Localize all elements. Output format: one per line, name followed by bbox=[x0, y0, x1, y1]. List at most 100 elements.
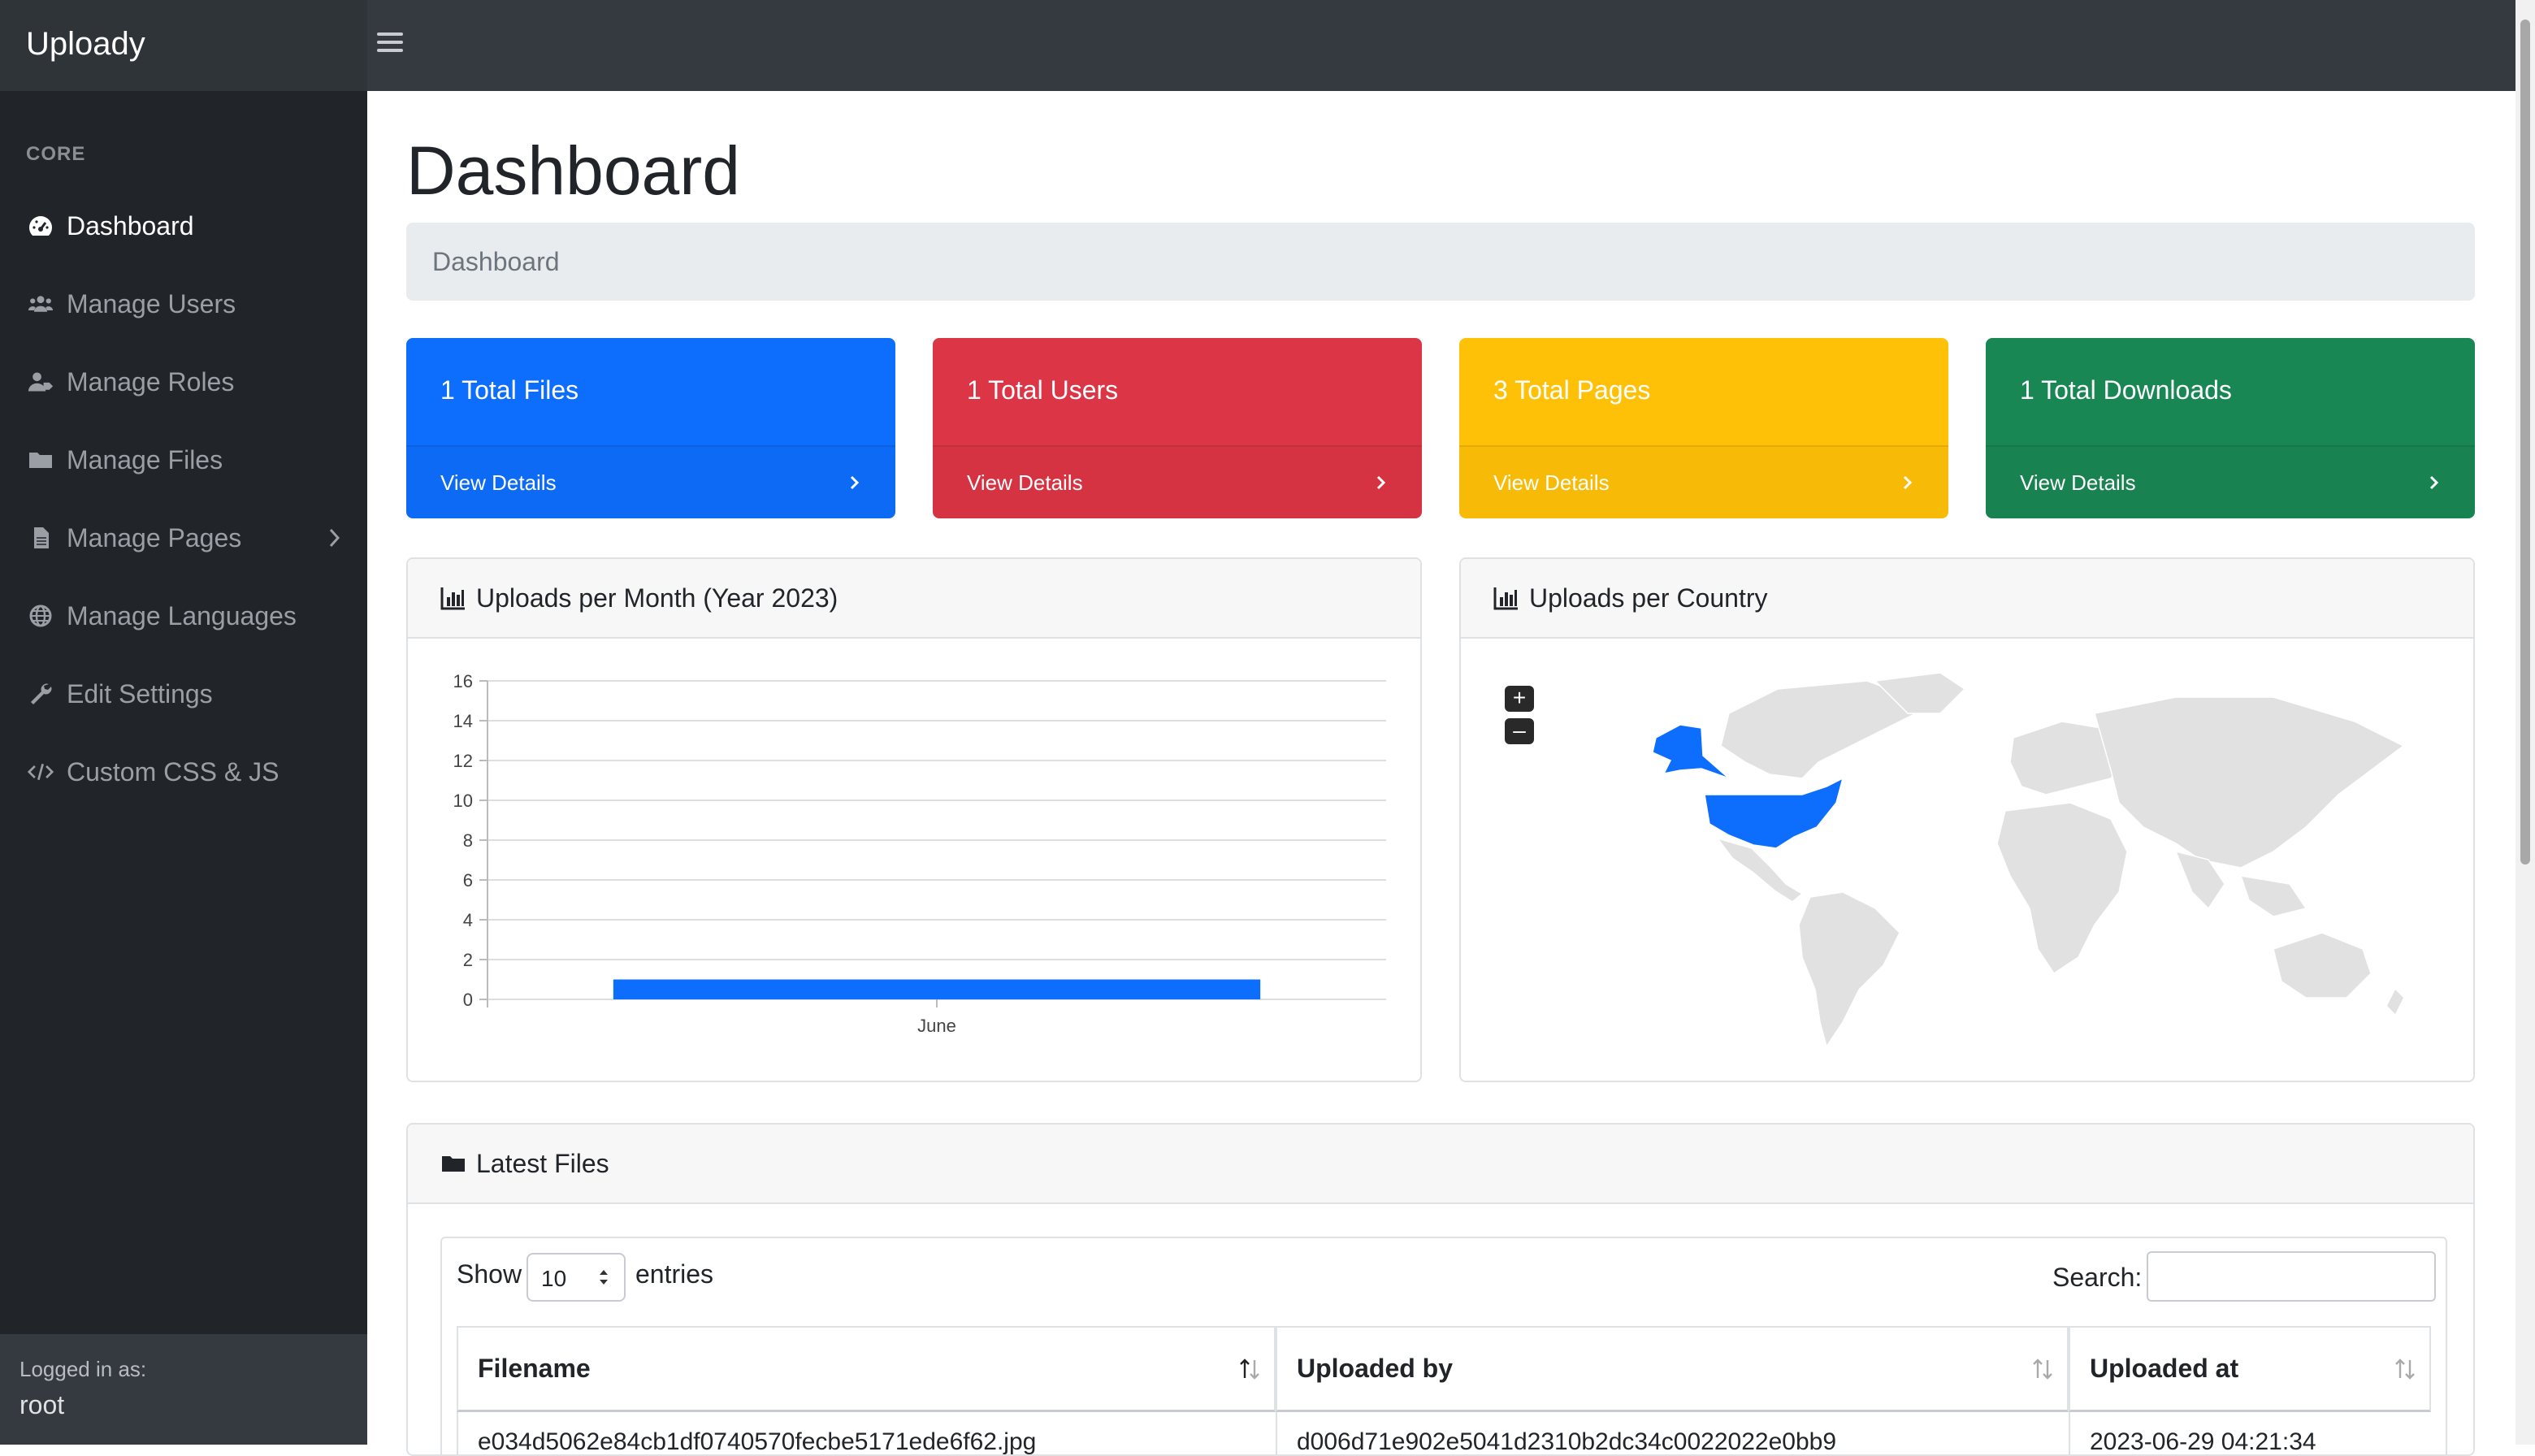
show-label: Show bbox=[457, 1259, 522, 1289]
map-region-europe bbox=[2009, 721, 2128, 795]
stat-title: 3 Total Pages bbox=[1493, 375, 1651, 405]
logged-in-user: root bbox=[20, 1390, 65, 1419]
map-region-australia bbox=[2273, 932, 2372, 999]
sidebar-item-custom-css-js[interactable]: Custom CSS & JS bbox=[0, 743, 367, 801]
column-header-filename[interactable]: Filename bbox=[457, 1326, 1276, 1412]
y-tick-label: 12 bbox=[453, 751, 473, 771]
globe-icon bbox=[26, 603, 55, 629]
column-header-uploaded-by[interactable]: Uploaded by bbox=[1276, 1326, 2069, 1412]
table-cell-uploaded-at: 2023-06-29 04:21:34 bbox=[2069, 1412, 2431, 1454]
map-region-india bbox=[2174, 850, 2225, 910]
table-search-input[interactable] bbox=[2147, 1251, 2436, 1302]
sidebar-item-label: Manage Users bbox=[67, 288, 236, 318]
top-navbar: Uploady bbox=[0, 0, 2516, 91]
brand-area: Uploady bbox=[0, 0, 367, 91]
x-tick-label: June bbox=[917, 1016, 956, 1036]
table-cell-filename[interactable]: e034d5062e84cb1df0740570fecbe5171ede6f62… bbox=[457, 1412, 1276, 1454]
brand-logo[interactable]: Uploady bbox=[26, 26, 145, 62]
uploads-bar-chart: 0 2 4 6 8 10 12 14 16 June bbox=[453, 671, 1386, 1036]
sidebar-footer: Logged in as: root bbox=[0, 1334, 367, 1445]
panel-title: Uploads per Month (Year 2023) bbox=[476, 583, 838, 613]
map-region-united-states bbox=[1704, 777, 1844, 849]
stat-card-pages: 3 Total Pages View Details bbox=[1459, 338, 1948, 518]
page-scrollbar-thumb[interactable] bbox=[2520, 20, 2530, 864]
map-region-south-america bbox=[1798, 891, 1900, 1048]
column-header-uploaded-at[interactable]: Uploaded at bbox=[2069, 1326, 2431, 1412]
sidebar-item-label: Manage Languages bbox=[67, 600, 297, 630]
world-map bbox=[1652, 672, 2405, 1048]
view-details-link[interactable]: View Details bbox=[1986, 445, 2475, 518]
chevron-right-icon bbox=[2429, 475, 2439, 490]
view-details-link[interactable]: View Details bbox=[406, 445, 895, 518]
map-region-asia bbox=[2094, 696, 2405, 869]
map-region-canada bbox=[1720, 680, 1918, 779]
sort-icon bbox=[2033, 1358, 2052, 1380]
map-region-mexico bbox=[1716, 837, 1804, 903]
entries-length-select[interactable]: 10 bbox=[526, 1253, 626, 1302]
map-region-africa bbox=[1996, 802, 2128, 975]
sort-icon bbox=[1240, 1358, 1259, 1380]
y-tick-label: 0 bbox=[463, 990, 473, 1010]
y-tick-label: 10 bbox=[453, 791, 473, 811]
sidebar-item-manage-users[interactable]: Manage Users bbox=[0, 275, 367, 333]
stat-card-downloads: 1 Total Downloads View Details bbox=[1986, 338, 2475, 518]
map-region-southeast-asia bbox=[2239, 875, 2308, 917]
map-zoom-in-button[interactable]: + bbox=[1505, 686, 1534, 712]
sidebar-item-dashboard[interactable]: Dashboard bbox=[0, 197, 367, 255]
search-label: Search: bbox=[2052, 1263, 2143, 1292]
chevron-right-icon bbox=[1376, 475, 1386, 490]
sidebar-toggle-button[interactable] bbox=[377, 32, 403, 57]
map-region-new-zealand bbox=[2387, 990, 2403, 1014]
sidebar-item-label: Manage Pages bbox=[67, 522, 242, 552]
sidebar-item-label: Dashboard bbox=[67, 210, 194, 240]
panel-title: Uploads per Country bbox=[1529, 583, 1768, 613]
wrench-icon bbox=[26, 681, 55, 707]
latest-files-panel: Latest Files Show 10 entries Search: Fil… bbox=[406, 1123, 2475, 1456]
y-tick-label: 14 bbox=[453, 711, 473, 731]
view-details-link[interactable]: View Details bbox=[1459, 445, 1948, 518]
map-region-greenland bbox=[1874, 672, 1966, 714]
panel-header: Uploads per Country bbox=[1461, 559, 2473, 639]
folder-icon bbox=[442, 1156, 465, 1172]
sidebar-item-edit-settings[interactable]: Edit Settings bbox=[0, 665, 367, 723]
sidebar-item-manage-languages[interactable]: Manage Languages bbox=[0, 587, 367, 645]
stat-title: 1 Total Users bbox=[967, 375, 1119, 405]
table-cell-uploaded-by: d006d71e902e5041d2310b2dc34c0022022e0bb9 bbox=[1276, 1412, 2069, 1454]
stat-card-users: 1 Total Users View Details bbox=[933, 338, 1422, 518]
file-icon bbox=[26, 525, 55, 551]
sidebar-item-label: Manage Files bbox=[67, 444, 223, 474]
stat-title: 1 Total Files bbox=[440, 375, 579, 405]
sidebar-item-manage-pages[interactable]: Manage Pages bbox=[0, 509, 367, 567]
chevron-right-icon bbox=[1903, 475, 1913, 490]
uploads-map-panel: Uploads per Country + – bbox=[1459, 557, 2475, 1082]
uploads-chart-panel: Uploads per Month (Year 2023) 0 2 4 6 8 10 12 1… bbox=[406, 557, 1422, 1082]
y-tick-label: 2 bbox=[463, 950, 473, 970]
chart-bar-icon bbox=[1493, 587, 1518, 610]
y-tick-label: 16 bbox=[453, 671, 473, 691]
map-zoom-out-button[interactable]: – bbox=[1505, 718, 1534, 744]
code-icon bbox=[26, 759, 55, 785]
tachometer-icon bbox=[26, 213, 55, 239]
chevron-right-icon bbox=[329, 528, 340, 548]
view-details-link[interactable]: View Details bbox=[933, 445, 1422, 518]
chart-bar-icon bbox=[440, 587, 465, 610]
map-region-alaska bbox=[1652, 724, 1730, 779]
logged-in-label: Logged in as: bbox=[20, 1357, 147, 1381]
y-tick-label: 6 bbox=[463, 870, 473, 890]
sidebar-item-label: Manage Roles bbox=[67, 366, 235, 396]
chevron-right-icon bbox=[850, 475, 860, 490]
panel-title: Latest Files bbox=[476, 1148, 609, 1178]
panel-header: Uploads per Month (Year 2023) bbox=[408, 559, 1420, 639]
page-title: Dashboard bbox=[406, 132, 740, 209]
main-content: Dashboard Dashboard 1 Total Files View D… bbox=[367, 91, 2516, 1456]
breadcrumb-item: Dashboard bbox=[432, 246, 560, 276]
files-table-wrapper: Show 10 entries Search: Filename Uploade… bbox=[440, 1237, 2447, 1454]
sidebar-item-label: Edit Settings bbox=[67, 678, 213, 708]
stat-card-files: 1 Total Files View Details bbox=[406, 338, 895, 518]
sort-icon bbox=[2395, 1358, 2415, 1380]
sidebar-item-manage-roles[interactable]: Manage Roles bbox=[0, 353, 367, 411]
sidebar-item-manage-files[interactable]: Manage Files bbox=[0, 431, 367, 489]
stat-title: 1 Total Downloads bbox=[2020, 375, 2232, 405]
entries-label: entries bbox=[635, 1259, 714, 1289]
users-icon bbox=[26, 291, 55, 317]
